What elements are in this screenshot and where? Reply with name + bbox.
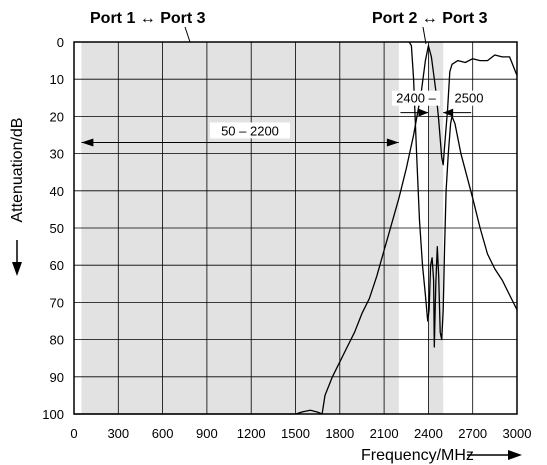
- x-tick-label: 1500: [281, 426, 310, 441]
- y-tick-label: 70: [50, 295, 64, 310]
- x-tick-labels: 0 300 600 900 1200 1500 1800 2100 2400 2700 3000: [70, 426, 531, 441]
- y-axis-label: Attenuation/dB: [9, 118, 26, 223]
- annotations: 50 – 2200 2400 – 2500: [81, 90, 488, 147]
- y-tick-label: 90: [50, 370, 64, 385]
- x-tick-label: 1800: [325, 426, 354, 441]
- x-tick-label: 300: [107, 426, 129, 441]
- x-tick-label: 0: [70, 426, 77, 441]
- title-left-pointer: [184, 26, 191, 43]
- y-tick-label: 0: [57, 35, 64, 50]
- x-tick-label: 2700: [458, 426, 487, 441]
- range-50-2200-label: 50 – 2200: [221, 123, 279, 138]
- range-50-2200-arrow-arrowhead-left: [81, 138, 94, 147]
- range-50-2200-label-bg: [210, 122, 290, 139]
- y-tick-label: 100: [42, 407, 64, 422]
- x-tick-label: 600: [152, 426, 174, 441]
- range-2400-2500-arrowhead-right: [443, 108, 454, 117]
- range-50-2200-arrow-arrowhead-right: [386, 138, 399, 147]
- range-2500-label: 2500: [455, 91, 484, 106]
- y-tick-label: 40: [50, 184, 64, 199]
- y-tick-label: 20: [50, 109, 64, 124]
- x-axis-arrow: [467, 450, 522, 460]
- y-tick-labels: 0 10 20 30 40 50 60 70 80 90 100: [42, 35, 64, 422]
- range-2500-label-bg: [450, 90, 488, 106]
- title-port1-port3: Port 1 ↔ Port 3: [90, 10, 206, 27]
- range-2400-2500-arrowhead-left: [418, 108, 429, 117]
- x-axis-label: Frequency/MHz: [361, 447, 474, 464]
- x-tick-label: 3000: [503, 426, 532, 441]
- x-tick-label: 900: [196, 426, 218, 441]
- y-tick-label: 60: [50, 258, 64, 273]
- curve-1: [74, 45, 518, 415]
- curve-2: [408, 41, 518, 348]
- y-axis-arrow: [12, 240, 22, 276]
- curves: [74, 41, 518, 415]
- y-tick-label: 10: [50, 72, 64, 87]
- x-tick-label: 1200: [237, 426, 266, 441]
- x-tick-label: 2400: [414, 426, 443, 441]
- y-tick-label: 30: [50, 147, 64, 162]
- title-port2-port3: Port 2 ↔ Port 3: [372, 10, 488, 27]
- x-tick-label: 2100: [370, 426, 399, 441]
- title-right-pointer: [422, 26, 427, 45]
- range-2400-label-bg: [392, 90, 440, 106]
- range-2400-label: 2400 –: [396, 91, 437, 106]
- y-tick-label: 80: [50, 333, 64, 348]
- y-tick-label: 50: [50, 221, 64, 236]
